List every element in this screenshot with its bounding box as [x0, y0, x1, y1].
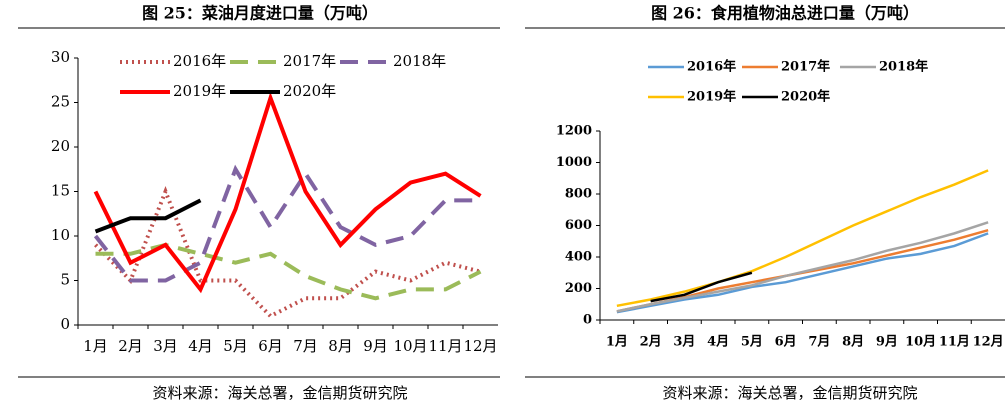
y-tick-label: 5 [60, 271, 70, 289]
x-tick-label: 4月 [707, 335, 729, 350]
legend-label: 2016年 [687, 59, 736, 75]
series-line [616, 221, 989, 313]
x-tick-label: 1月 [83, 337, 108, 355]
legend-label: 2017年 [283, 52, 336, 70]
x-tick-label: 5月 [223, 337, 248, 355]
x-tick-label: 5月 [741, 335, 763, 350]
x-tick-label: 1月 [606, 335, 628, 350]
y-tick-label: 200 [565, 281, 592, 296]
y-tick-label: 20 [51, 137, 70, 155]
legend-label: 2018年 [879, 59, 928, 75]
legend-label: 2016年 [173, 52, 226, 70]
x-tick-label: 2月 [118, 337, 143, 355]
x-tick-label: 6月 [775, 335, 797, 350]
y-tick-label: 10 [51, 226, 70, 244]
x-tick-label: 11月 [428, 337, 462, 355]
x-tick-label: 3月 [153, 337, 178, 355]
y-tick-label: 800 [565, 187, 592, 202]
x-tick-label: 10月 [905, 335, 936, 350]
series-line [93, 91, 482, 294]
source: 资料来源：海关总署，金信期货研究院 [662, 384, 917, 402]
legend-label: 2018年 [393, 52, 446, 70]
y-tick-label: 0 [583, 313, 592, 328]
legend-label: 2020年 [283, 82, 336, 100]
x-tick-label: 11月 [939, 335, 970, 350]
y-tick-label: 600 [565, 218, 592, 233]
y-tick-label: 0 [60, 315, 70, 333]
legend-label: 2017年 [781, 59, 830, 75]
series-line [616, 232, 989, 314]
y-tick-label: 30 [51, 48, 70, 66]
series-line [616, 169, 989, 308]
x-tick-label: 8月 [328, 337, 353, 355]
series-line [94, 186, 481, 319]
series-line [94, 198, 202, 234]
x-tick-label: 9月 [363, 337, 388, 355]
series-line [650, 271, 753, 303]
x-tick-label: 7月 [808, 335, 830, 350]
legend-label: 2020年 [781, 89, 830, 105]
figure-title: 图 25：菜油月度进口量（万吨） [142, 4, 378, 23]
y-tick-label: 1200 [556, 124, 592, 139]
legend-label: 2019年 [173, 82, 226, 100]
x-tick-label: 12月 [973, 335, 1004, 350]
x-tick-label: 10月 [393, 337, 427, 355]
y-tick-label: 400 [565, 250, 592, 265]
figure-title: 图 26：食用植物油总进口量（万吨） [651, 4, 919, 23]
x-tick-label: 7月 [293, 337, 318, 355]
y-tick-label: 1000 [556, 155, 592, 170]
x-tick-label: 4月 [188, 337, 213, 355]
x-tick-label: 8月 [842, 335, 864, 350]
y-tick-label: 15 [51, 182, 70, 200]
legend-label: 2019年 [687, 89, 736, 105]
x-tick-label: 12月 [463, 337, 497, 355]
x-tick-label: 6月 [258, 337, 283, 355]
x-tick-label: 2月 [640, 335, 662, 350]
series-line [93, 164, 481, 283]
x-tick-label: 9月 [876, 335, 898, 350]
source: 资料来源：海关总署，金信期货研究院 [152, 384, 407, 402]
x-tick-label: 3月 [673, 335, 695, 350]
y-tick-label: 25 [51, 93, 70, 111]
